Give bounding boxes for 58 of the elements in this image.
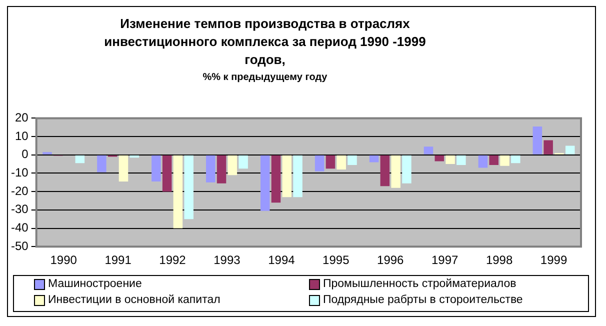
bar	[152, 155, 161, 182]
bar	[293, 155, 302, 198]
bar	[271, 155, 281, 203]
bar	[314, 155, 324, 172]
bar	[424, 146, 434, 154]
bar	[326, 155, 336, 169]
y-tick-label: -30	[11, 202, 29, 216]
y-tick-label: 20	[14, 110, 29, 125]
bar	[260, 155, 270, 211]
bar	[456, 155, 466, 165]
chart-title: Изменение темпов производства в отраслях инвестиционного комплекса за период 1990 -1999 годов,	[103, 15, 427, 69]
x-tick-label: 1992	[159, 253, 186, 268]
bar	[206, 155, 216, 182]
bar	[118, 155, 128, 182]
bar	[446, 155, 455, 164]
legend-label: Машиностроение	[48, 278, 142, 290]
bar	[391, 155, 400, 188]
bar	[348, 155, 357, 165]
bar	[336, 155, 346, 170]
bar	[173, 155, 183, 228]
x-tick-label: 1998	[486, 253, 513, 268]
bar	[478, 155, 488, 168]
bar	[282, 155, 292, 198]
bar	[184, 155, 194, 220]
legend-label: Подрядные рабрты в стороительстве	[323, 294, 523, 306]
x-tick-label: 1999	[540, 253, 568, 268]
y-tick-label: 10	[14, 128, 29, 143]
y-tick-label: -10	[11, 166, 29, 180]
x-tick-label: 1996	[377, 253, 404, 268]
y-tick-label: -50	[11, 238, 29, 253]
bar	[532, 126, 542, 154]
bar	[97, 155, 106, 172]
bar	[434, 155, 444, 162]
x-tick-label: 1994	[268, 253, 296, 268]
x-tick-label: 1997	[431, 253, 459, 268]
bar	[402, 155, 412, 184]
bar	[75, 155, 85, 164]
legend-label: Промышленность стройматериалов	[323, 278, 516, 290]
y-tick-label: -40	[11, 220, 29, 235]
bar	[380, 155, 390, 186]
bar	[238, 155, 248, 169]
bar	[216, 155, 226, 184]
bar	[500, 155, 510, 166]
bar	[489, 155, 498, 165]
bar	[369, 155, 379, 162]
y-tick-label: 0	[22, 147, 29, 162]
bar	[544, 140, 553, 154]
bar	[511, 155, 520, 164]
legend-label: Инвестиции в основной капитал	[48, 294, 220, 306]
bar	[565, 146, 575, 154]
x-tick-label: 1993	[214, 253, 241, 268]
chart-subtitle: %% к предыдущему году	[202, 72, 328, 83]
x-tick-label: 1995	[322, 253, 350, 268]
y-tick-label: -20	[11, 184, 29, 198]
bar	[228, 155, 238, 176]
x-tick-label: 1990	[50, 253, 78, 268]
x-tick-label: 1991	[104, 253, 132, 268]
bar	[162, 155, 172, 192]
